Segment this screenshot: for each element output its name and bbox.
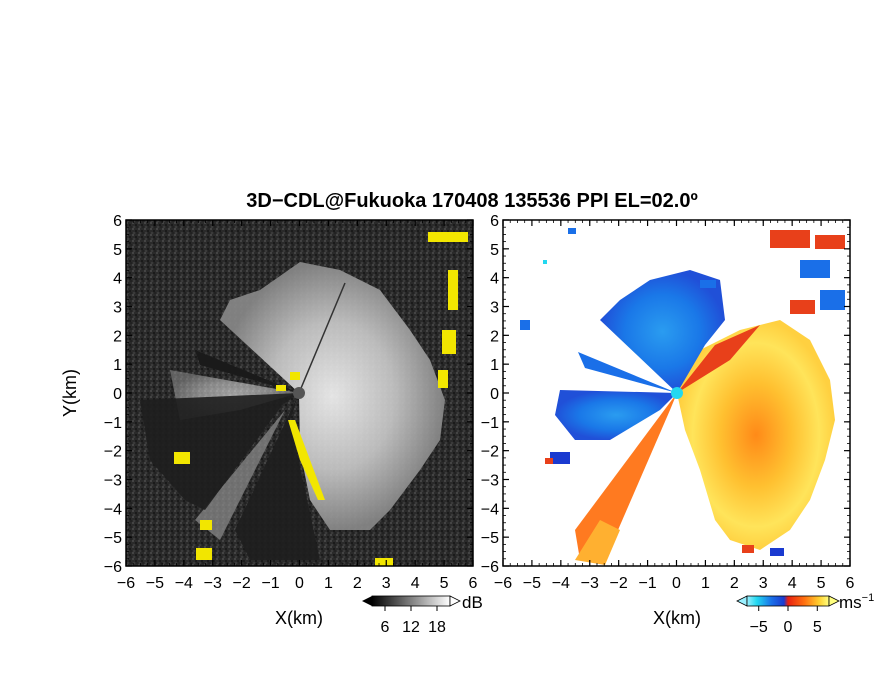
- snr-x-tick-label: −1: [261, 575, 279, 592]
- snr-y-tick-label: 2: [113, 328, 122, 345]
- snr-y-tick-label: 1: [113, 357, 122, 374]
- velocity-y-tick-label: 3: [490, 300, 499, 317]
- snr-colorbar-tick-label: 12: [402, 619, 420, 636]
- snr-y-tick-label: −6: [104, 559, 122, 576]
- snr-y-tick-label: −4: [104, 501, 122, 518]
- velocity-y-tick-label: 1: [490, 357, 499, 374]
- velocity-x-tick-label: −1: [638, 575, 656, 592]
- snr-x-tick-label: 1: [324, 575, 333, 592]
- velocity-x-tick-label: 5: [817, 575, 826, 592]
- snr-x-tick-label: −5: [146, 575, 164, 592]
- velocity-x-tick-label: 1: [701, 575, 710, 592]
- velocity-y-tick-label: −2: [481, 444, 499, 461]
- snr-colorbar-tick-label: 18: [428, 619, 446, 636]
- velocity-y-tick-label: 0: [490, 386, 499, 403]
- snr-y-tick-label: 4: [113, 271, 122, 288]
- velocity-colorbar-tick-label: 0: [784, 619, 793, 636]
- snr-x-tick-label: 4: [411, 575, 420, 592]
- snr-y-axis-label: Y(km): [60, 369, 80, 417]
- snr-y-tick-label: 5: [113, 242, 122, 259]
- velocity-colorbar-unit: ms−1: [839, 592, 874, 612]
- snr-x-tick-label: −6: [117, 575, 135, 592]
- snr-x-axis-label: X(km): [275, 608, 323, 628]
- snr-x-tick-label: 6: [469, 575, 478, 592]
- snr-axes: −6 −5 −4 −3 −2 −1 0 1 2 3 4 5 6 −6 −5 −4 −3 −2 −1 0 1 2 3 4 5 6: [104, 213, 478, 592]
- velocity-x-tick-label: −3: [581, 575, 599, 592]
- snr-x-tick-label: 5: [440, 575, 449, 592]
- velocity-y-tick-label: −1: [481, 415, 499, 432]
- figure-title: 3D−CDL@Fukuoka 170408 135536 PPI EL=02.0…: [246, 190, 698, 212]
- snr-y-tick-label: 0: [113, 386, 122, 403]
- snr-x-tick-label: 0: [295, 575, 304, 592]
- velocity-y-tick-label: −3: [481, 473, 499, 490]
- velocity-x-tick-label: 4: [788, 575, 797, 592]
- snr-image: [126, 220, 473, 566]
- snr-y-tick-label: −3: [104, 473, 122, 490]
- velocity-image: [503, 220, 850, 566]
- velocity-axes: −6 −5 −4 −3 −2 −1 0 1 2 3 4 5 6 −6 −5 −4 −3 −2 −1 0 1 2 3 4 5 6: [481, 213, 855, 592]
- velocity-x-tick-label: −2: [610, 575, 628, 592]
- snr-y-tick-label: −2: [104, 444, 122, 461]
- velocity-x-tick-label: 6: [846, 575, 855, 592]
- velocity-x-axis-label: X(km): [653, 608, 701, 628]
- snr-x-tick-label: −2: [233, 575, 251, 592]
- snr-y-tick-label: 6: [113, 213, 122, 230]
- snr-highlight-marks: [174, 232, 468, 566]
- velocity-panel: −6 −5 −4 −3 −2 −1 0 1 2 3 4 5 6 −6 −5 −4 −3 −2 −1 0 1 2 3 4 5 6 X…: [481, 213, 874, 636]
- velocity-y-tick-label: −4: [481, 501, 499, 518]
- velocity-y-tick-label: −6: [481, 559, 499, 576]
- snr-x-tick-label: −3: [204, 575, 222, 592]
- velocity-x-tick-label: 0: [672, 575, 681, 592]
- velocity-x-tick-label: −4: [552, 575, 570, 592]
- snr-colorbar-unit: dB: [462, 593, 483, 612]
- velocity-colorbar-tick-label: 5: [813, 619, 822, 636]
- velocity-colorbar: ms−1 −5 0 5: [736, 592, 874, 636]
- snr-y-tick-label: −5: [104, 530, 122, 547]
- snr-y-tick-label: −1: [104, 415, 122, 432]
- velocity-y-tick-label: 2: [490, 328, 499, 345]
- velocity-x-tick-label: 3: [759, 575, 768, 592]
- velocity-scatter-marks: [520, 228, 845, 556]
- velocity-x-tick-label: 2: [730, 575, 739, 592]
- snr-y-tick-label: 3: [113, 300, 122, 317]
- velocity-y-tick-label: 6: [490, 213, 499, 230]
- velocity-colorbar-tick-label: −5: [750, 619, 768, 636]
- velocity-y-tick-label: 5: [490, 242, 499, 259]
- velocity-x-tick-label: −6: [494, 575, 512, 592]
- snr-x-tick-label: 2: [353, 575, 362, 592]
- velocity-y-tick-label: 4: [490, 271, 499, 288]
- snr-colorbar: dB 6 12 18: [362, 593, 483, 636]
- snr-colorbar-tick-label: 6: [381, 619, 390, 636]
- snr-x-tick-label: 3: [382, 575, 391, 592]
- velocity-y-tick-label: −5: [481, 530, 499, 547]
- snr-x-tick-label: −4: [175, 575, 193, 592]
- velocity-x-tick-label: −5: [523, 575, 541, 592]
